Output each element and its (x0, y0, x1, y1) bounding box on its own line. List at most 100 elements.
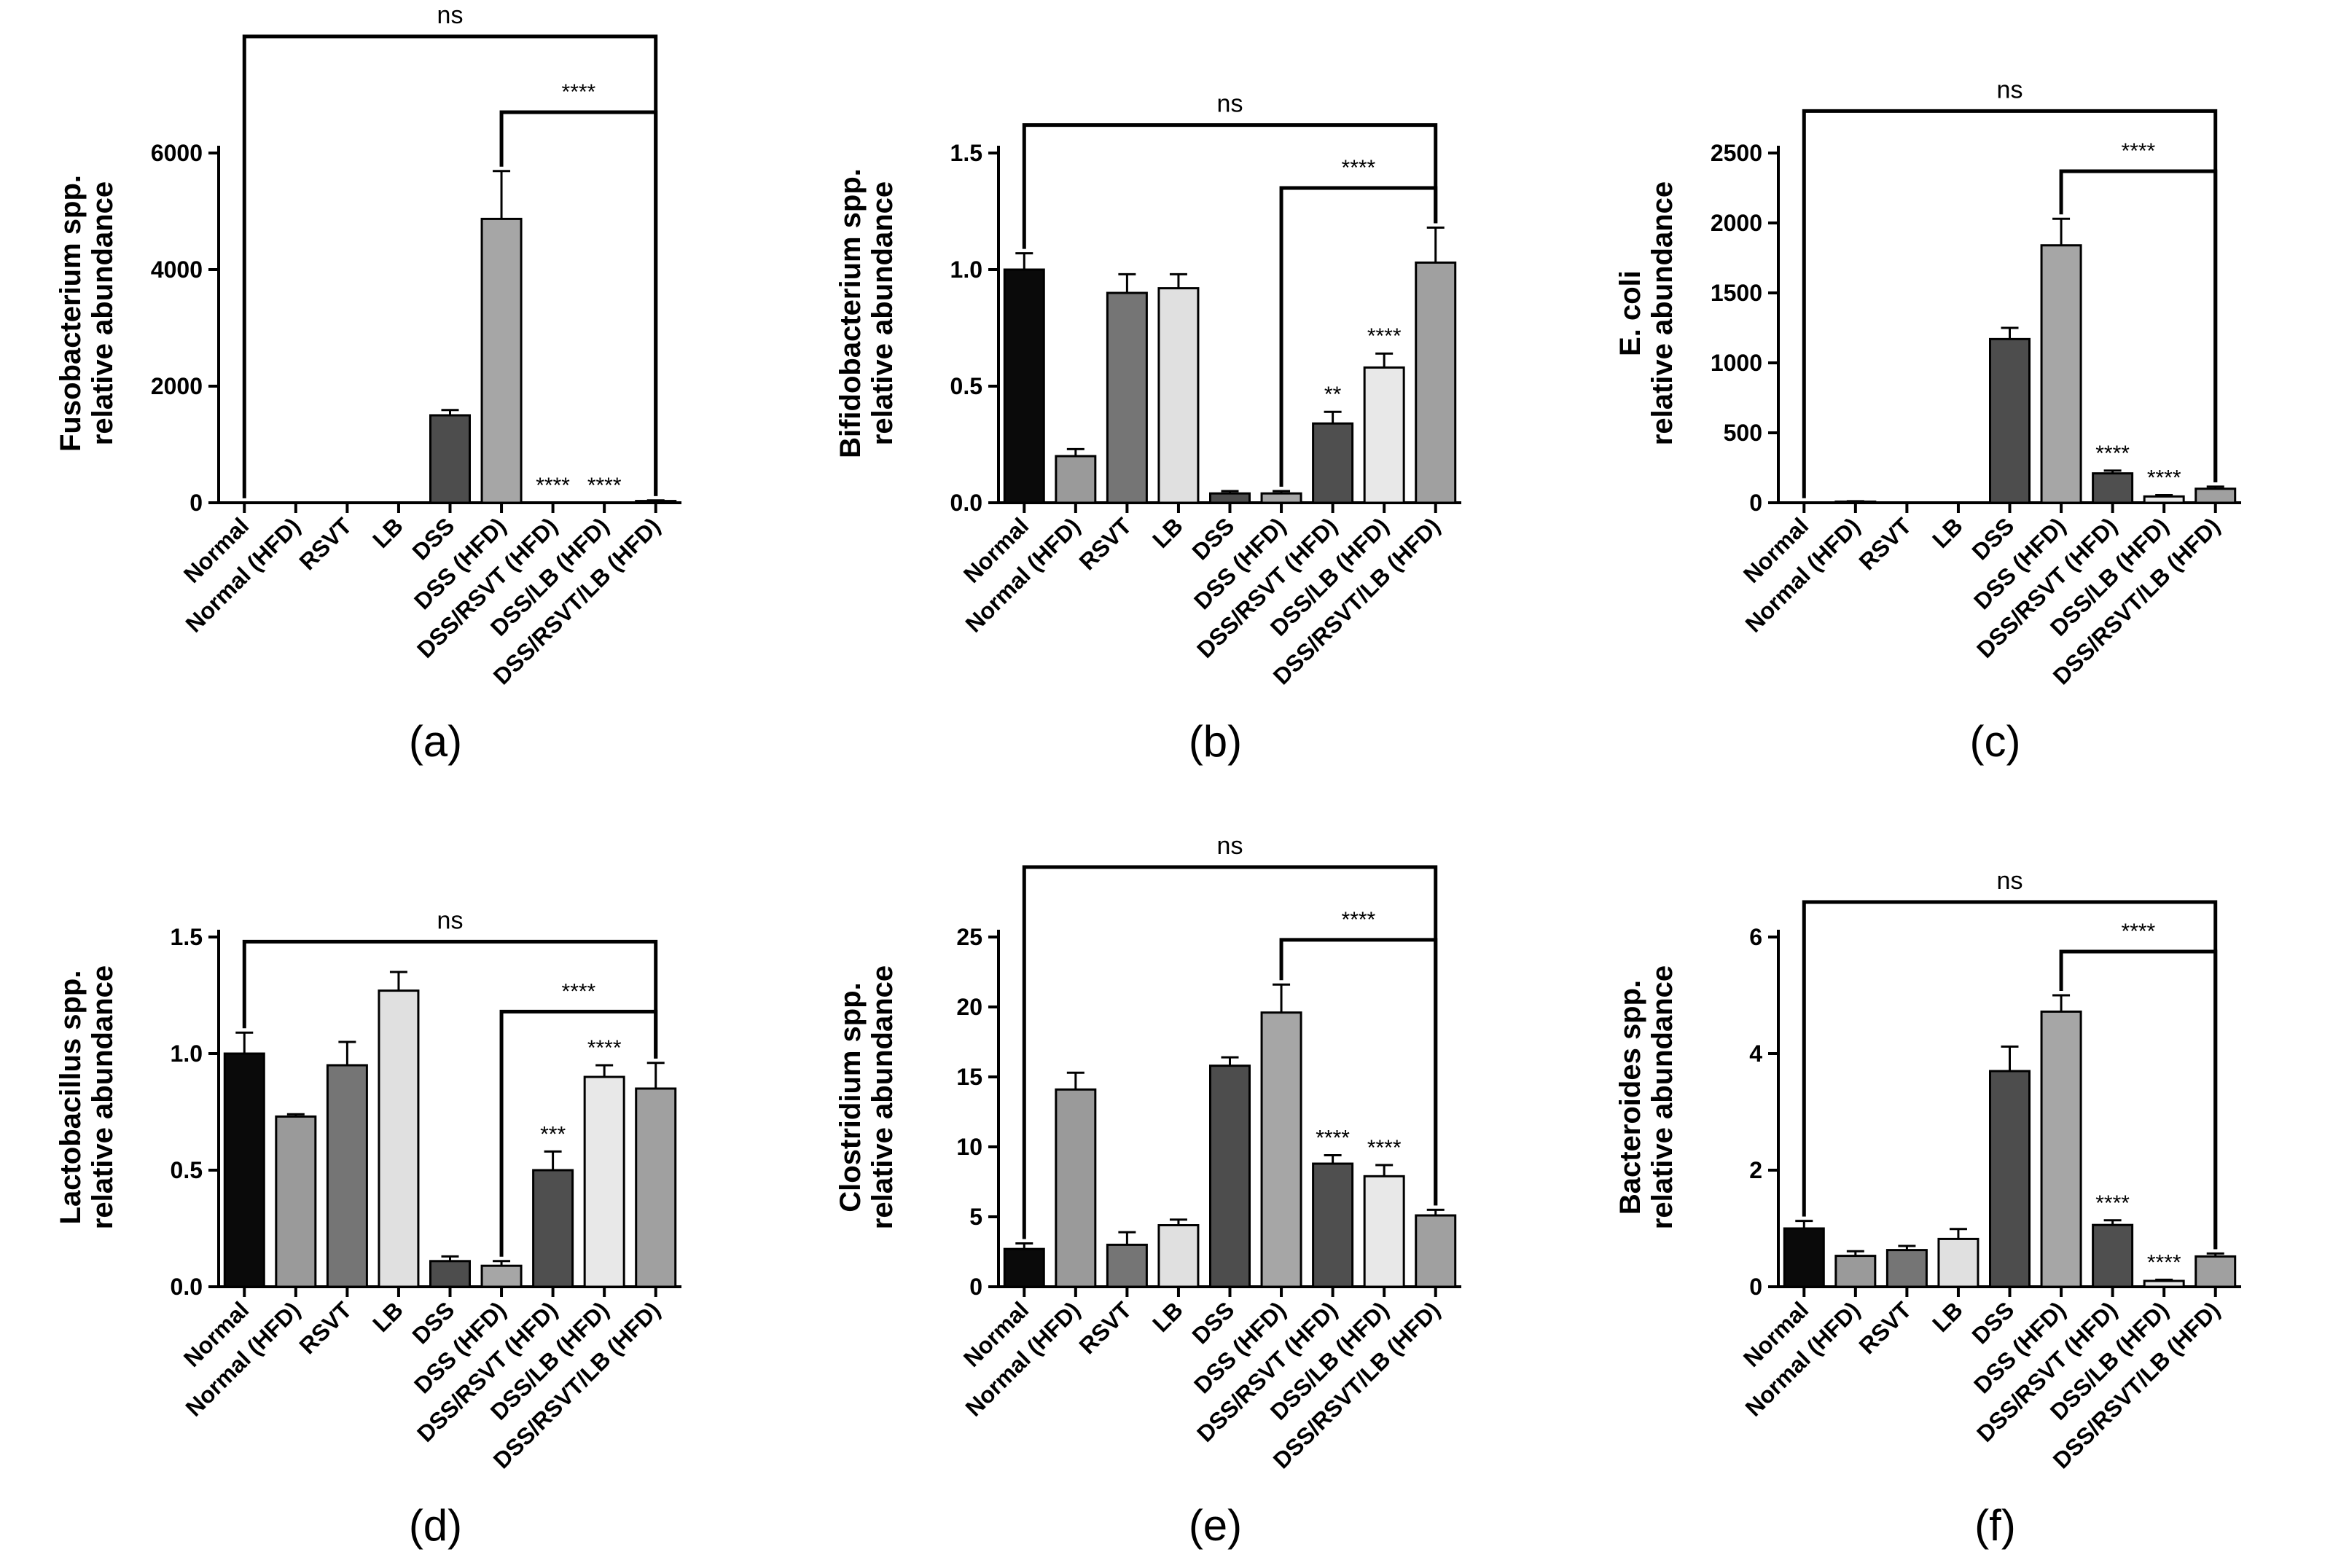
chart-svg: 0.0 0.5 1.0 1.5 Lactobacillus spp.relative a… (55, 906, 681, 1550)
significance-marker: **** (587, 1036, 622, 1060)
y-tick-label: 25 (956, 924, 982, 950)
y-tick-label: 1000 (1711, 350, 1762, 376)
y-tick-label: 0.0 (171, 1274, 203, 1300)
bracket-significance (1279, 938, 1438, 1206)
bracket-ns (242, 939, 658, 1059)
bracket-significance (1279, 186, 1438, 487)
y-axis-title: Lactobacillus spp.relative abundance (55, 965, 119, 1229)
y-tick-label: 6 (1749, 924, 1762, 950)
bar-dss-rsvt-lb-hfd (1415, 1214, 1457, 1288)
bracket-ns-label: ns (1997, 76, 2023, 103)
bar-dss-hfd (1260, 492, 1302, 504)
panel-e: 0 5 10 15 20 25 Clostridium spp.relative abund… (780, 784, 1560, 1568)
category-label-lb: LB (367, 512, 408, 553)
y-tick-label: 0 (1749, 1274, 1762, 1300)
bar-dss-rsvt-hfd (2092, 1223, 2134, 1288)
bar-dss-rsvt-hfd (2092, 472, 2134, 504)
bar-normal-hfd (1834, 1255, 1877, 1288)
bar-normal (1003, 268, 1045, 504)
bar-normal-hfd (1055, 1088, 1097, 1288)
category-label-lb: LB (1927, 512, 1968, 553)
bracket-significance-label: **** (562, 979, 596, 1003)
chart-svg: 0 2000 4000 6000 Fusobacterium spp.relative … (55, 1, 681, 766)
y-axis-title-line: Lactobacillus spp. (55, 971, 87, 1225)
y-tick-label: 0.0 (950, 490, 982, 516)
bar-dss-hfd (480, 1264, 523, 1288)
y-tick-label: 0.5 (171, 1157, 203, 1183)
bracket-significance (499, 110, 658, 496)
category-label-rsvt: RSVT (294, 512, 357, 575)
panel-label: (b) (1189, 717, 1242, 766)
y-tick-label: 4000 (151, 256, 203, 283)
bar-dss (1209, 492, 1251, 504)
category-label-rsvt: RSVT (294, 1296, 357, 1359)
y-tick-label: 6000 (151, 140, 203, 166)
y-tick-label: 2 (1749, 1157, 1762, 1183)
bar-lb (1937, 1237, 1980, 1288)
category-label-rsvt: RSVT (1074, 1296, 1137, 1359)
panel-b: 0.0 0.5 1.0 1.5 Bifidobacterium spp.relative… (780, 0, 1560, 784)
bar-dss (429, 1260, 471, 1288)
bracket-ns (1022, 123, 1438, 249)
bar-lb (1157, 1224, 1200, 1288)
y-tick-label: 1.0 (950, 256, 982, 283)
category-label-lb: LB (1147, 512, 1188, 553)
y-axis-title-line: relative abundance (867, 181, 899, 445)
bar-dss-lb-hfd (1363, 366, 1405, 504)
significance-marker: **** (1316, 1126, 1350, 1150)
bar-dss (1209, 1065, 1251, 1288)
bracket-significance-label: **** (1342, 156, 1376, 180)
y-tick-label: 0 (1749, 490, 1762, 516)
bar-lb (1157, 287, 1200, 504)
bar-rsvt (1106, 291, 1148, 504)
category-label-lb: LB (1927, 1296, 1968, 1337)
panel-f: 0 2 4 6 Bacteroides spp.relative abundance No… (1560, 784, 2340, 1568)
bar-dss-lb-hfd (583, 1075, 625, 1288)
significance-marker: **** (587, 474, 622, 498)
bar-dss-lb-hfd (1363, 1175, 1405, 1288)
significance-marker: **** (2095, 442, 2130, 466)
significance-marker: **** (2095, 1191, 2130, 1215)
bar-dss-rsvt-hfd (1312, 1162, 1354, 1288)
panel-label: (f) (1974, 1501, 2016, 1550)
y-tick-label: 1.0 (171, 1040, 203, 1067)
y-axis-title-line: Bacteroides spp. (1614, 980, 1646, 1215)
y-axis-title-line: Fusobacterium spp. (55, 175, 87, 452)
significance-marker: **** (1367, 1136, 1402, 1160)
y-tick-label: 0.5 (950, 373, 982, 399)
category-label-rsvt: RSVT (1854, 1296, 1917, 1359)
bar-dss-rsvt-lb-hfd (2195, 1255, 2237, 1288)
significance-marker: **** (2147, 1250, 2181, 1274)
bracket-significance (2059, 169, 2218, 482)
y-tick-label: 2000 (151, 373, 203, 399)
bar-dss-hfd (2040, 1010, 2082, 1288)
bar-rsvt (326, 1064, 368, 1288)
category-label-rsvt: RSVT (1074, 512, 1137, 575)
y-tick-label: 500 (1724, 420, 1762, 446)
y-tick-label: 5 (969, 1204, 982, 1230)
y-tick-label: 1.5 (171, 924, 203, 950)
y-axis-title-line: relative abundance (867, 965, 899, 1229)
bar-rsvt (1885, 1249, 1928, 1288)
bracket-significance-label: **** (1342, 908, 1376, 932)
bracket-ns-label: ns (1217, 832, 1243, 860)
bracket-significance-label: **** (2122, 139, 2156, 163)
bar-dss-rsvt-lb-hfd (1415, 261, 1457, 504)
bar-normal-hfd (1055, 455, 1097, 504)
y-axis-title: Bacteroides spp.relative abundance (1614, 965, 1678, 1229)
y-tick-label: 1.5 (950, 140, 982, 166)
bar-dss-rsvt-lb-hfd (635, 1087, 677, 1288)
bar-dss-rsvt-lb-hfd (2195, 487, 2237, 504)
bar-normal (1003, 1247, 1045, 1288)
bracket-ns-label: ns (1997, 867, 2023, 895)
significance-marker: **** (2147, 466, 2181, 490)
y-axis-title: E. colirelative abundance (1614, 181, 1678, 445)
bar-dss-rsvt-hfd (532, 1169, 574, 1288)
bar-dss (429, 414, 471, 504)
y-tick-label: 10 (956, 1134, 982, 1160)
bracket-significance (499, 1009, 658, 1257)
y-axis-title-line: Bifidobacterium spp. (835, 168, 867, 458)
y-axis-title-line: Clostridium spp. (835, 982, 867, 1212)
